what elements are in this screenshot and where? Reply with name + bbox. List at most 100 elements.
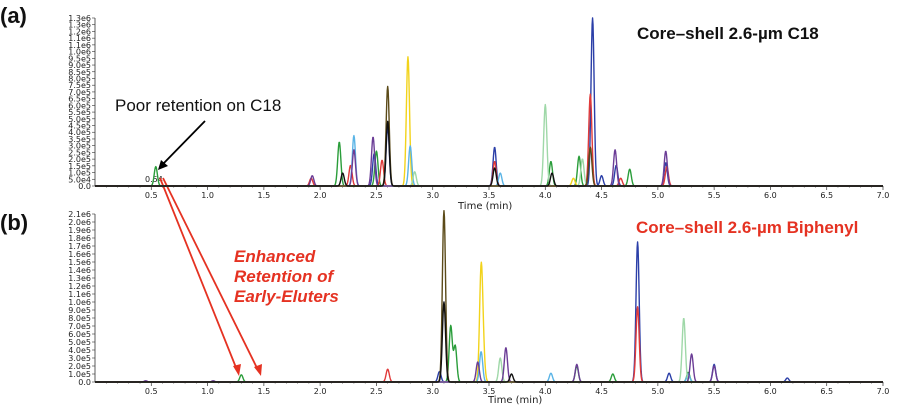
panel-a-y-tick-label: 9.0e5 [68, 61, 91, 70]
panel-a-y-tick-label: 1.3e6 [68, 21, 91, 30]
panel-a-x-tick-label: 2.5 [370, 191, 383, 200]
panel-b-x-tick-label: 5.0 [651, 387, 664, 396]
panel-a-series-3-trace [94, 56, 884, 187]
panel-a-y-tick-label: 2.5e5 [68, 148, 91, 157]
panel-a-y-tick-label: 6.0e5 [68, 101, 91, 110]
panel-a-label: (a) [0, 3, 27, 28]
panel-b-y-tick-label: 6.0e5 [68, 330, 91, 339]
panel-b-y-tick-label: 1.2e6 [68, 282, 91, 291]
panel-a-title: Core–shell 2.6-µm C18 [637, 24, 819, 43]
panel-a-y-tick-label: 1.0e5 [68, 169, 91, 178]
panel-a-x-tick-label: 4.0 [539, 191, 552, 200]
panel-b-x-tick-label: 2.0 [314, 387, 327, 396]
panel-b-y-tick-label: 9.0e5 [68, 306, 91, 315]
panel-b-y-tick-label: 2.0e6 [68, 218, 91, 227]
panel-a-y-tick-label: 8.0e5 [68, 74, 91, 83]
panel-a-y-tick-label: 3.0e5 [68, 142, 91, 151]
panel-a-x-tick-label: 6.5 [820, 191, 833, 200]
panel-b-series-0-trace [94, 324, 884, 383]
panel-a-y-tick-label: 1.2e6 [68, 27, 91, 36]
panel-a-annotation-arrow-head [158, 160, 168, 170]
panel-b-x-tick-label: 0.5 [145, 387, 158, 396]
panel-b-series-6-trace [94, 347, 884, 383]
panel-a-annotation: Poor retention on C18 [115, 96, 281, 115]
panel-a-y-tick-label: 1.0e6 [68, 48, 91, 57]
panel-b-plot: 0.01.0e52.0e53.0e54.0e55.0e56.0e57.0e58.… [68, 209, 890, 396]
panel-b-y-tick-label: 2.0e5 [68, 362, 91, 371]
red-arrow-2-line [162, 177, 259, 371]
panel-a-y-tick-label: 7.5e5 [68, 81, 91, 90]
panel-a-annotation-arrow-line [161, 120, 206, 166]
panel-a-y-tick-label: 5.0e5 [68, 115, 91, 124]
panel-b-x-tick-label: 4.5 [595, 387, 608, 396]
panel-b-y-tick-label: 1.9e6 [68, 226, 91, 235]
panel-b-annotation-line-2: Retention of [234, 267, 335, 286]
panel-a-y-tick-label: 7.0e5 [68, 88, 91, 97]
panel-a-series-6-trace [94, 136, 884, 187]
panel-b-y-tick-label: 2.1e6 [68, 210, 91, 219]
panel-b-y-tick-label: 5.0e5 [68, 338, 91, 347]
panel-b-series-5-trace [94, 317, 884, 383]
panel-b-y-tick-label: 3.0e5 [68, 354, 91, 363]
panel-a-y-tick-label: 0.0 [78, 182, 91, 191]
panel-a-y-tick-label: 5.5e5 [68, 108, 91, 117]
panel-a-y-tick-label: 1.5e5 [68, 162, 91, 171]
panel-b-series-4-trace [94, 351, 884, 383]
panel-b-x-tick-label: 1.5 [257, 387, 270, 396]
panel-b-annotation-line-3: Early-Eluters [234, 287, 339, 306]
panel-a-plot: 0.05.0e41.0e51.5e52.0e52.5e53.0e53.5e54.… [68, 14, 889, 200]
panel-a-x-tick-label: 1.5 [257, 191, 270, 200]
panel-b-y-tick-label: 1.7e6 [68, 242, 91, 251]
panel-a-x-tick-label: 1.0 [201, 191, 214, 200]
panel-b-y-tick-label: 4.0e5 [68, 346, 91, 355]
panel-a-x-tick-label: 0.5 [145, 191, 158, 200]
panel-a-y-tick-label: 3.5e5 [68, 135, 91, 144]
panel-a-y-tick-label: 5.0e4 [68, 175, 91, 184]
panel-a-y-tick-label: 1.1e6 [68, 34, 91, 43]
panel-b-y-tick-label: 1.1e6 [68, 290, 91, 299]
panel-b-y-tick-label: 1.5e6 [68, 258, 91, 267]
panel-b-xlabel: Time (min) [487, 395, 542, 406]
panel-a-y-tick-label: 4.0e5 [68, 128, 91, 137]
panel-a-series-0-trace [94, 141, 884, 187]
panel-b-x-tick-label: 2.5 [370, 387, 383, 396]
panel-a-y-tick-label: 2.0e5 [68, 155, 91, 164]
panel-b-x-tick-label: 6.5 [820, 387, 833, 396]
panel-b-y-tick-label: 1.0e5 [68, 370, 91, 379]
panel-b-x-tick-label: 3.5 [483, 387, 496, 396]
panel-a-x-tick-label: 2.0 [314, 191, 327, 200]
panel-b-series-2-trace [94, 306, 884, 383]
panel-b-x-tick-label: 5.5 [708, 387, 721, 396]
panel-a-x-tick-label: 7.0 [877, 191, 890, 200]
panel-b-y-tick-label: 8.0e5 [68, 314, 91, 323]
panel-a-x-tick-label: 6.0 [764, 191, 777, 200]
panel-a-x-tick-label: 5.5 [708, 191, 721, 200]
panel-a-y-tick-label: 8.5e5 [68, 68, 91, 77]
panel-a-y-tick-label: 1.3e6 [68, 14, 91, 23]
panel-a-x-tick-label: 4.5 [595, 191, 608, 200]
panel-a-x-tick-label: 3.5 [483, 191, 496, 200]
panel-b-y-tick-label: 1.6e6 [68, 250, 91, 259]
panel-b-y-tick-label: 1.4e6 [68, 266, 91, 275]
panel-a-y-tick-label: 1.1e6 [68, 41, 91, 50]
panel-b-y-tick-label: 1.3e6 [68, 274, 91, 283]
panel-a-x-tick-label: 5.0 [651, 191, 664, 200]
panel-a-x-tick-label: 3.0 [426, 191, 439, 200]
panel-b-series-8-trace [94, 301, 884, 383]
panel-b-x-tick-label: 1.0 [201, 387, 214, 396]
panel-a-series-5-trace [94, 103, 884, 187]
panel-b-x-tick-label: 4.0 [539, 387, 552, 396]
panel-a-series-4-trace [94, 134, 884, 187]
panel-b-y-tick-label: 7.0e5 [68, 322, 91, 331]
panel-a-xlabel: Time (min) [457, 201, 512, 212]
panel-a-y-tick-label: 4.5e5 [68, 122, 91, 131]
red-arrow-1-head [233, 364, 241, 376]
panel-b-title: Core–shell 2.6-µm Biphenyl [636, 218, 858, 237]
panel-b-x-tick-label: 7.0 [877, 387, 890, 396]
panel-b-label: (b) [0, 210, 28, 235]
panel-a-y-tick-label: 9.5e5 [68, 54, 91, 63]
panel-b-annotation-line-1: Enhanced [234, 247, 316, 266]
panel-b-y-tick-label: 1.0e6 [68, 298, 91, 307]
panel-b-x-tick-label: 6.0 [764, 387, 777, 396]
